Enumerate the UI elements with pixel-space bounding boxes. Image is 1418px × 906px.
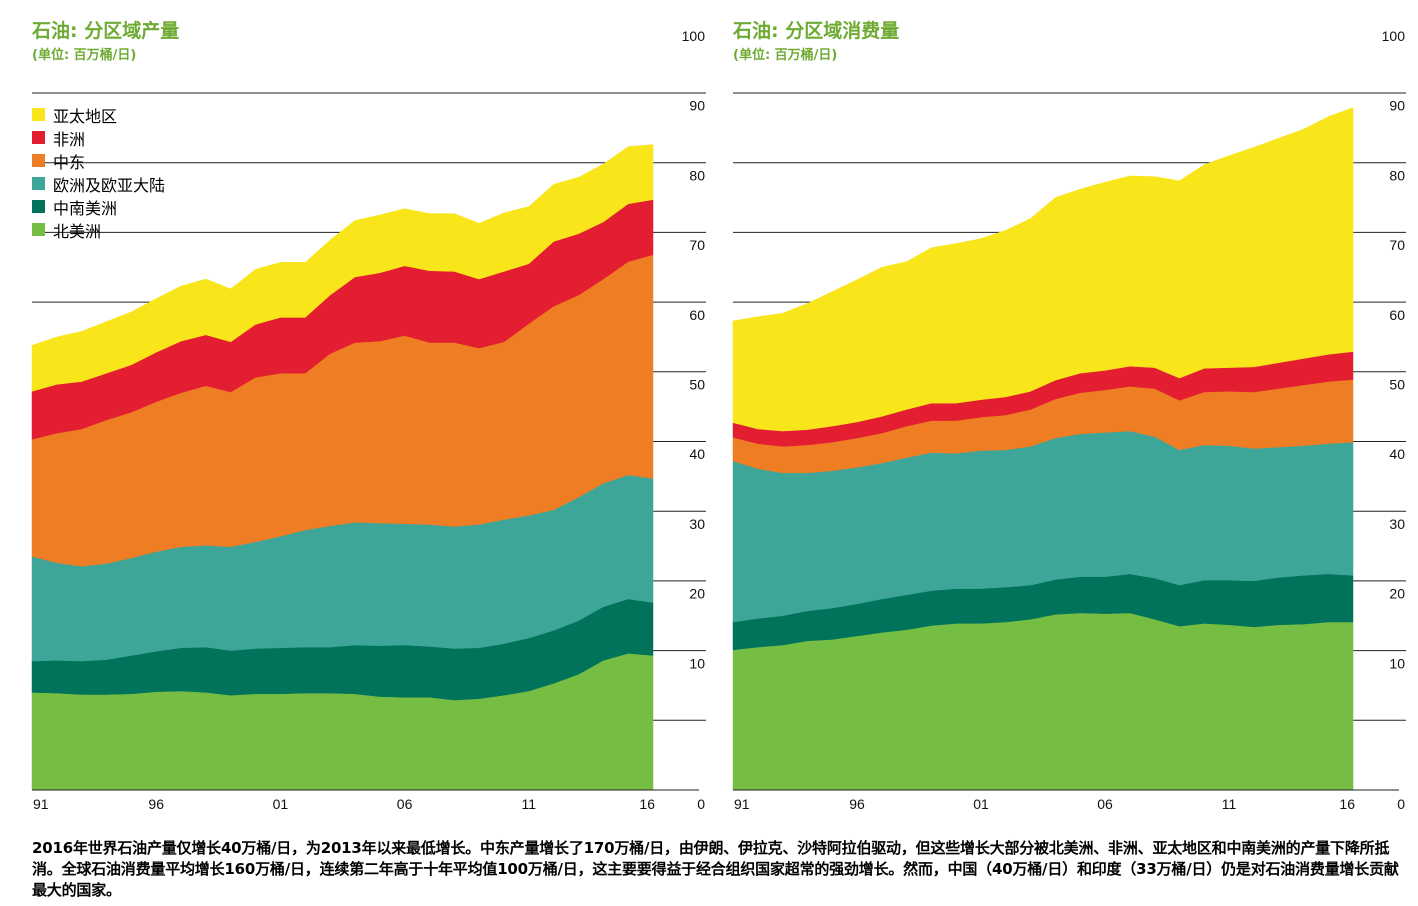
right-chart-title: 石油: 分区域消费量	[733, 20, 900, 42]
y-tick-label: 70	[1389, 237, 1405, 253]
x-tick-label: 91	[734, 796, 750, 812]
chart-caption: 2016年世界石油产量仅增长40万桶/日，为2013年以来最低增长。中东产量增长…	[32, 839, 1399, 899]
y-tick-label: 30	[689, 516, 705, 532]
y-tick-label: 100	[682, 28, 706, 44]
y-tick-label: 0	[1397, 796, 1405, 812]
y-tick-label: 80	[689, 167, 705, 183]
area-series	[732, 107, 1354, 432]
y-tick-label: 70	[689, 237, 705, 253]
legend-label: 亚太地区	[53, 106, 118, 126]
x-tick-label: 06	[397, 796, 413, 812]
legend-label: 中南美洲	[53, 198, 118, 218]
legend-label: 欧洲及欧亚大陆	[53, 175, 166, 195]
y-tick-label: 60	[1389, 307, 1405, 323]
x-tick-label: 06	[1097, 796, 1113, 812]
legend-item-south-central-america: 中南美洲	[32, 195, 165, 218]
legend-item-europe-eurasia: 欧洲及欧亚大陆	[32, 172, 165, 195]
y-tick-label: 0	[697, 796, 705, 812]
y-tick-label: 100	[1382, 28, 1406, 44]
legend-swatch	[32, 177, 45, 190]
legend-swatch	[32, 108, 45, 121]
y-tick-label: 20	[1389, 586, 1405, 602]
y-tick-label: 80	[1389, 167, 1405, 183]
y-tick-label: 30	[1389, 516, 1405, 532]
left-chart-unit: (单位: 百万桶/日)	[32, 48, 137, 63]
legend-item-north-america: 北美洲	[32, 218, 165, 241]
x-tick-label: 11	[1222, 796, 1237, 812]
consumption-chart: 0 10 20 30 40 50 60 70 80 90 100 91 96 01 06 11 16	[732, 28, 1406, 812]
legend-item-africa: 非洲	[32, 126, 165, 149]
left-chart-title: 石油: 分区域产量	[32, 20, 180, 42]
x-tick-label: 11	[522, 796, 537, 812]
y-tick-label: 60	[689, 307, 705, 323]
y-tick-label: 10	[1389, 655, 1405, 671]
production-chart: 0 10 20 30 40 50 60 70 80 90 100 91 96 01 06 11 16	[31, 28, 706, 812]
y-tick-label: 40	[1389, 446, 1405, 462]
legend-label: 非洲	[53, 129, 86, 149]
x-tick-label: 16	[1339, 796, 1355, 812]
x-tick-label: 96	[148, 796, 164, 812]
x-tick-label: 96	[849, 796, 865, 812]
legend-swatch	[32, 131, 45, 144]
x-tick-label: 01	[973, 796, 989, 812]
y-tick-label: 20	[689, 586, 705, 602]
y-tick-label: 90	[1389, 98, 1405, 114]
legend: 亚太地区 非洲 中东 欧洲及欧亚大陆 中南美洲 北美洲	[32, 103, 165, 241]
legend-swatch	[32, 223, 45, 236]
legend-item-middle-east: 中东	[32, 149, 165, 172]
x-tick-label: 16	[639, 796, 655, 812]
legend-swatch	[32, 200, 45, 213]
legend-label: 北美洲	[53, 221, 102, 241]
y-tick-label: 40	[689, 446, 705, 462]
legend-swatch	[32, 154, 45, 167]
y-tick-label: 10	[689, 655, 705, 671]
right-chart-unit: (单位: 百万桶/日)	[733, 48, 838, 63]
x-tick-label: 01	[273, 796, 289, 812]
y-tick-label: 50	[1389, 377, 1405, 393]
legend-item-asia-pacific: 亚太地区	[32, 103, 165, 126]
area-series	[31, 144, 654, 392]
y-tick-label: 50	[689, 377, 705, 393]
x-tick-label: 91	[33, 796, 49, 812]
y-tick-label: 90	[689, 98, 705, 114]
legend-label: 中东	[53, 152, 86, 172]
